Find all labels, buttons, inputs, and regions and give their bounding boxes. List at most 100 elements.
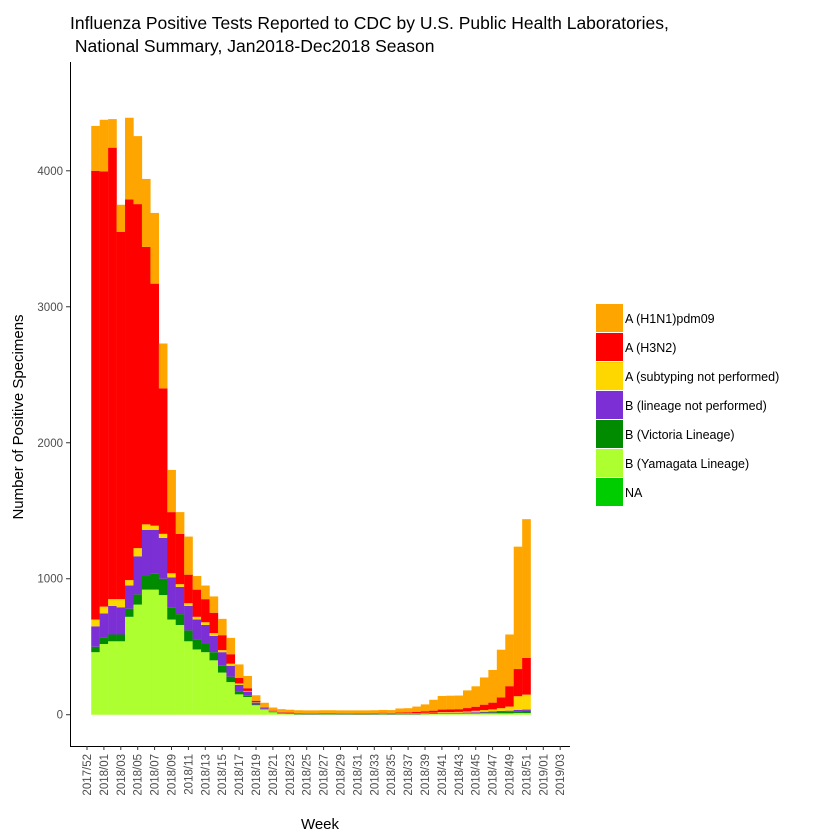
x-tick-label: 2018/31 [352, 754, 364, 796]
bar-segment [99, 606, 109, 614]
bar-segment [429, 710, 438, 713]
bar-segment [496, 649, 506, 698]
bar-segment [234, 664, 244, 679]
bar-segment [108, 605, 117, 635]
bar-segment [378, 713, 388, 714]
bar-segment [268, 710, 278, 712]
bar-segment [522, 694, 531, 710]
bar-segment [437, 712, 447, 714]
bar-segment [395, 713, 405, 715]
x-tick-label: 2018/27 [319, 754, 331, 796]
bar-segment [268, 710, 278, 711]
bar-segment [370, 713, 379, 715]
bar-segment [412, 713, 421, 714]
bar-segment [463, 711, 472, 713]
bar-segment [116, 641, 126, 715]
x-tick-label: 2018/33 [369, 754, 381, 796]
bar-segment [158, 578, 168, 596]
bar-segment [454, 709, 464, 712]
x-tick-label: 2018/19 [251, 754, 263, 796]
bar-segment [251, 695, 261, 701]
bar-segment [260, 702, 269, 707]
bar-segment [344, 714, 354, 715]
x-tick-label: 2018/45 [471, 754, 483, 796]
bar-segment [158, 533, 168, 538]
bar-segment [336, 714, 345, 715]
bar-segment [201, 599, 210, 623]
legend-label: NA [625, 486, 643, 500]
bar-segment [133, 548, 143, 557]
bar-segment [192, 649, 202, 715]
bar-segment [268, 711, 278, 712]
y-axis-ticks: 0 1000 2000 3000 4000 [37, 166, 70, 722]
bar-segment [488, 709, 498, 712]
bar-segment [479, 677, 489, 705]
bar-segment [319, 713, 329, 714]
bar-segment [437, 713, 447, 715]
bar-segment [201, 622, 210, 625]
bar-segment [412, 713, 421, 715]
bar-segment [251, 704, 261, 706]
bar-segment [446, 712, 455, 714]
bar-segment [201, 652, 210, 715]
bar-segment [150, 525, 160, 530]
bar-segment [167, 619, 176, 715]
bar-segment [285, 713, 295, 715]
bar-segment [488, 711, 498, 713]
legend-swatch [596, 478, 623, 506]
bar-segment [226, 682, 236, 715]
bar-segment [209, 652, 219, 661]
bar-segment [277, 712, 286, 714]
bar-segment [505, 686, 514, 707]
bar-segment [175, 533, 185, 585]
bar-segment [522, 657, 531, 695]
bar-segment [167, 469, 176, 513]
bar-segment [353, 713, 362, 714]
y-tick-label: 2000 [37, 438, 63, 450]
bar-segment [217, 635, 227, 651]
bar-segment [386, 714, 396, 715]
bar-segment [505, 710, 514, 712]
bar-segment [217, 650, 227, 653]
bar-segment [285, 709, 295, 713]
bar-segment [175, 586, 185, 615]
bar-segment [429, 699, 438, 711]
bar-segment [336, 713, 345, 714]
bar-segment [226, 637, 236, 655]
bar-segment [234, 678, 244, 684]
x-tick-label: 2018/35 [386, 754, 398, 796]
bar-segment [403, 708, 413, 713]
x-tick-label: 2018/07 [150, 754, 162, 796]
bar-segment [403, 713, 413, 715]
x-tick-label: 2019/03 [555, 754, 567, 796]
bar-segment [344, 713, 354, 714]
bar-segment [420, 713, 430, 715]
bar-segment [513, 669, 523, 697]
bar-segment [260, 708, 269, 710]
bar-segment [234, 691, 244, 695]
bar-segment [361, 714, 371, 715]
bar-segment [226, 663, 236, 666]
bar-segment [361, 710, 371, 714]
legend-swatch [596, 304, 623, 332]
bar-segment [386, 712, 396, 714]
bar-segment [505, 706, 514, 711]
bar-segment [243, 697, 252, 715]
bar-segment [277, 709, 286, 712]
bar-segment [175, 614, 185, 625]
y-axis-title: Number of Positive Specimens [10, 314, 27, 519]
bar-segment [370, 712, 379, 714]
bar-segment [378, 709, 388, 713]
bar-segment [370, 714, 379, 715]
bar-segment [268, 711, 278, 713]
legend-label: A (subtyping not performed) [625, 370, 779, 384]
bar-segment [234, 683, 244, 685]
bar-segment [412, 713, 421, 715]
bar-segment [513, 709, 523, 712]
bar-segment [319, 712, 329, 714]
bar-segment [471, 713, 481, 715]
bar-segment [167, 607, 176, 620]
bar-segment [217, 652, 227, 666]
bar-segment [116, 607, 126, 635]
bar-segment [251, 702, 261, 703]
